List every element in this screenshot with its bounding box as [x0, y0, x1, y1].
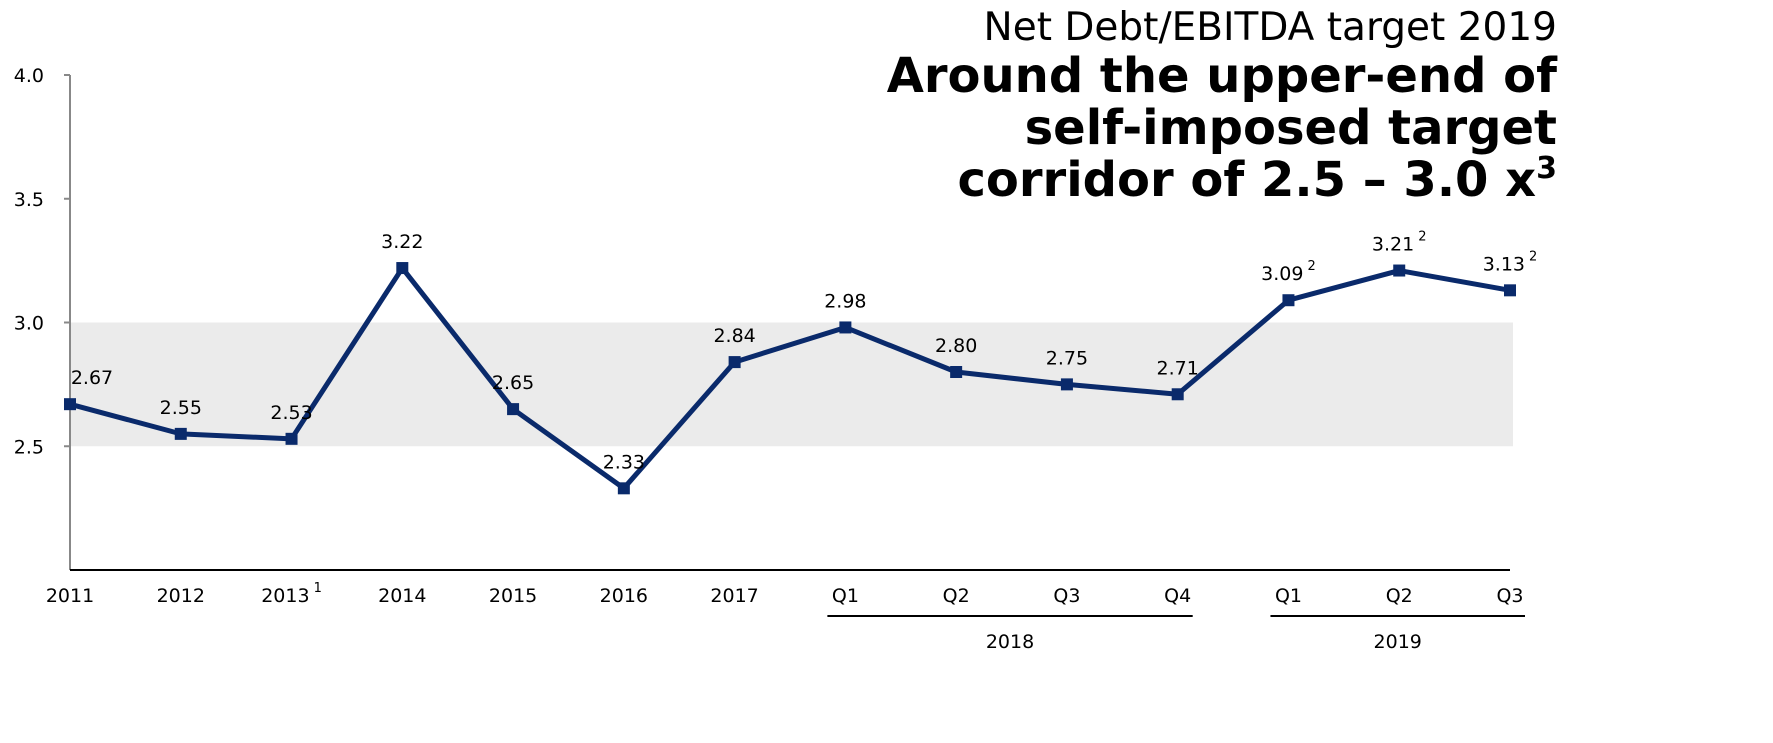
marker — [285, 432, 298, 445]
data-label-value: 2.33 — [603, 451, 645, 473]
target-band — [70, 322, 1513, 447]
data-label-value: 3.09 — [1261, 263, 1303, 285]
x-tick-label: 2012 — [157, 585, 205, 607]
data-label: 2.55 — [160, 397, 202, 419]
chart-subtitle: corridor of 2.5 – 3.0 x3 — [957, 151, 1557, 208]
data-label: 2.75 — [1046, 347, 1088, 369]
x-tick-label: Q2 — [1386, 585, 1413, 607]
marker — [1171, 388, 1184, 401]
data-label: 2.65 — [492, 372, 534, 394]
marker — [617, 482, 630, 495]
x-tick-label: Q4 — [1164, 585, 1191, 607]
data-label: 3.21 2 — [1372, 230, 1427, 256]
category: Q2 — [1386, 585, 1413, 607]
subtitle-footnote: 3 — [1536, 151, 1557, 186]
category: 2016 — [600, 585, 648, 607]
data-label: 3.13 2 — [1483, 249, 1538, 275]
data-label-footnote: 2 — [1418, 230, 1426, 245]
x-tick-label: 2014 — [378, 585, 426, 607]
data-label: 2.53 — [270, 402, 312, 424]
chart-subtitle: self-imposed target — [1025, 100, 1557, 156]
line — [69, 265, 1511, 491]
marker — [1060, 378, 1073, 391]
data-label-value: 2.71 — [1157, 357, 1199, 379]
data-label-value: 2.55 — [160, 397, 202, 419]
category: Q3 — [1496, 585, 1523, 607]
marker — [396, 262, 409, 275]
subtitle-line: corridor of 2.5 – 3.0 x — [957, 152, 1536, 208]
subtitle-line: self-imposed target — [1025, 100, 1557, 156]
marker — [1393, 264, 1406, 277]
data-label: 2.84 — [713, 325, 755, 347]
data-label: 3.22 — [381, 231, 423, 253]
data-label: 2.33 — [603, 451, 645, 473]
data-label-value: 2.53 — [270, 402, 312, 424]
category: Q1 — [1275, 585, 1302, 607]
data-label: 2.67 — [71, 367, 113, 389]
category: Q3 — [1053, 585, 1080, 607]
x-tick-label: 2015 — [489, 585, 537, 607]
data-label-footnote: 2 — [1307, 259, 1315, 274]
x-tick-label: Q1 — [832, 585, 859, 607]
data-label: 2.80 — [935, 335, 977, 357]
category: 2011 — [46, 585, 94, 607]
subtitle-line: Around the upper-end of — [887, 48, 1558, 104]
data-label-value: 2.65 — [492, 372, 534, 394]
category-footnote: 1 — [314, 581, 322, 596]
category: 2015 — [489, 585, 537, 607]
x-tick-label: Q3 — [1053, 585, 1080, 607]
category: 2017 — [710, 585, 758, 607]
data-label-value: 3.21 — [1372, 234, 1414, 256]
x-tick-label: Q2 — [943, 585, 970, 607]
data-label-value: 3.22 — [381, 231, 423, 253]
marker — [1282, 294, 1295, 307]
data-label-value: 2.84 — [713, 325, 755, 347]
data-label-value: 2.67 — [71, 367, 113, 389]
marker — [64, 398, 76, 411]
data-label-value: 2.80 — [935, 335, 977, 357]
x-tick-label: Q1 — [1275, 585, 1302, 607]
marker — [728, 356, 741, 369]
data-label-value: 2.98 — [824, 290, 866, 312]
y-tick-label: 3.5 — [14, 189, 44, 211]
marker — [839, 321, 852, 334]
marker — [507, 403, 520, 416]
data-label-footnote: 2 — [1529, 249, 1537, 264]
marker — [1504, 284, 1516, 297]
data-label: 3.09 2 — [1261, 259, 1316, 285]
category: 2013 — [261, 585, 309, 607]
x-tick-label: 2011 — [46, 585, 94, 607]
x-tick-label: 2016 — [600, 585, 648, 607]
x-tick-label: 2013 1 — [261, 581, 322, 607]
category: Q1 — [832, 585, 859, 607]
x-tick-label: 2017 — [710, 585, 758, 607]
data-label: 2.98 — [824, 290, 866, 312]
marker — [950, 366, 963, 378]
chart-subtitle: Around the upper-end of — [887, 48, 1558, 104]
category: 2014 — [378, 585, 426, 607]
category: Q2 — [943, 585, 970, 607]
group-label: 2019 — [1374, 631, 1422, 653]
x-tick-label: Q3 — [1496, 585, 1523, 607]
y-tick-label: 4.0 — [14, 65, 44, 87]
data-label-value: 2.75 — [1046, 347, 1088, 369]
data-label: 2.71 — [1157, 357, 1199, 379]
chart-title: Net Debt/EBITDA target 2019 — [984, 5, 1557, 50]
group-label: 2018 — [986, 631, 1034, 653]
y-tick-label: 3.0 — [14, 313, 44, 335]
category: 2012 — [157, 585, 205, 607]
category: Q4 — [1164, 585, 1191, 607]
data-label-value: 3.13 — [1483, 253, 1525, 275]
marker — [174, 427, 187, 440]
y-tick-label: 2.5 — [14, 436, 44, 458]
